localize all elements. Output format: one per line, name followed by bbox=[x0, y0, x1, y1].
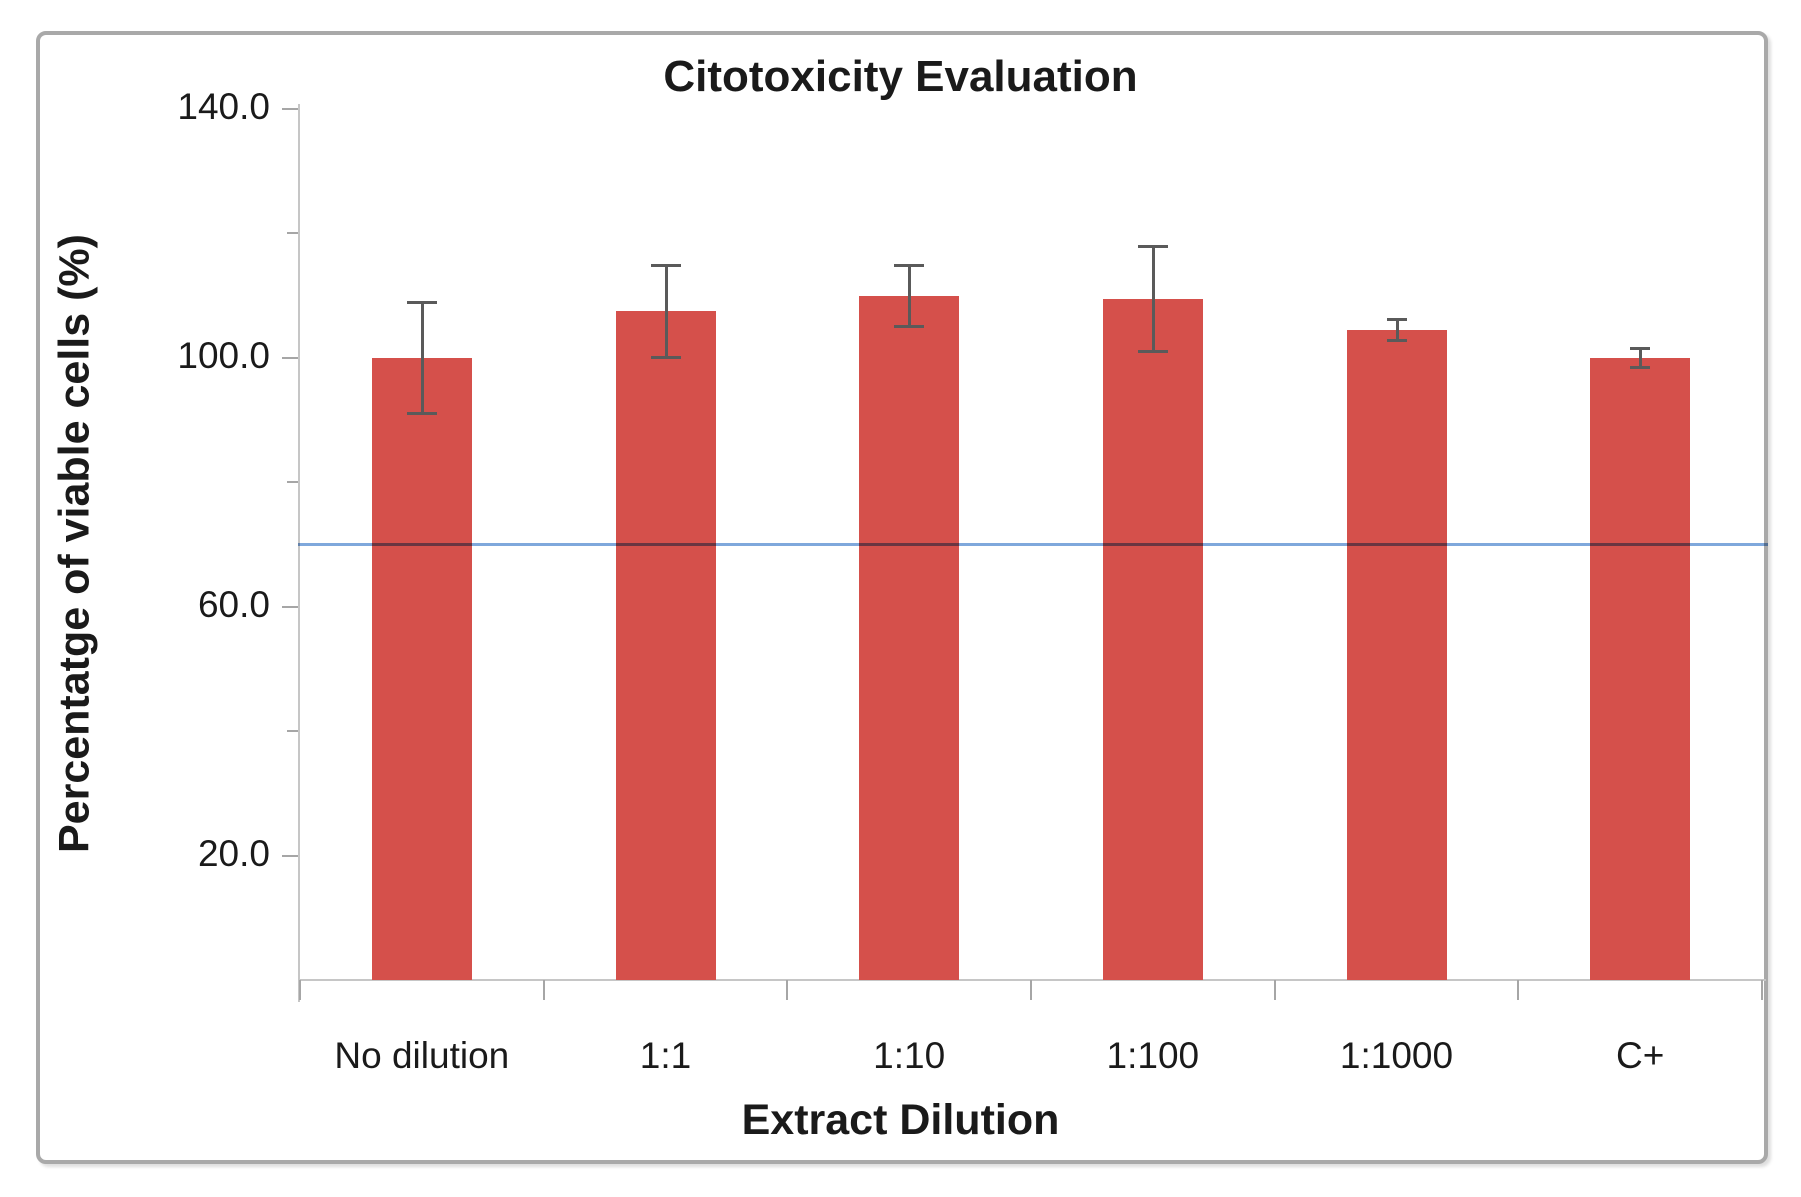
error-bar-cap-top bbox=[1386, 317, 1407, 321]
error-bar-cap-top bbox=[1630, 346, 1651, 350]
x-axis-tick bbox=[1030, 980, 1032, 1000]
x-axis-tick bbox=[1761, 980, 1763, 1000]
y-axis-minor-tick bbox=[287, 730, 298, 733]
x-axis-tick bbox=[786, 980, 789, 1000]
y-axis-tick bbox=[282, 854, 298, 857]
y-tick-label: 20.0 bbox=[197, 832, 270, 874]
x-axis-tick bbox=[1517, 980, 1520, 1000]
x-axis-tick bbox=[299, 980, 301, 1000]
error-bar-cap-bottom bbox=[1630, 365, 1651, 369]
bar bbox=[371, 357, 472, 980]
x-axis-tick bbox=[542, 980, 545, 1000]
x-tick-label: No dilution bbox=[334, 1035, 510, 1076]
error-bar-cap-top bbox=[1137, 244, 1168, 248]
error-bar-line bbox=[1395, 318, 1399, 342]
y-tick-label: 140.0 bbox=[177, 86, 270, 127]
error-bar-line bbox=[420, 301, 424, 414]
error-bar-cap-bottom bbox=[1386, 339, 1407, 343]
x-axis-line bbox=[298, 979, 1766, 981]
bar bbox=[859, 295, 960, 980]
y-tick-label: 60.0 bbox=[197, 583, 270, 625]
x-tick-label: 1:10 bbox=[873, 1035, 946, 1076]
error-bar-line bbox=[664, 264, 668, 358]
x-tick-label: 1:1 bbox=[639, 1035, 692, 1076]
bar bbox=[615, 311, 716, 980]
x-axis-title: Extract Dilution bbox=[741, 1096, 1060, 1144]
error-bar-cap-bottom bbox=[894, 324, 925, 328]
y-axis-line bbox=[298, 104, 300, 1002]
x-tick-label: 1:1000 bbox=[1339, 1035, 1454, 1076]
error-bar-cap-bottom bbox=[406, 411, 437, 415]
threshold-line bbox=[298, 542, 1768, 546]
error-bar-cap-top bbox=[406, 300, 437, 304]
x-axis-tick bbox=[1273, 980, 1276, 1000]
error-bar-line bbox=[908, 264, 912, 327]
bar bbox=[1102, 298, 1203, 980]
bar bbox=[1590, 357, 1691, 980]
x-tick-label: C+ bbox=[1615, 1035, 1665, 1076]
x-tick-label: 1:100 bbox=[1106, 1035, 1200, 1076]
y-tick-label: 100.0 bbox=[177, 334, 270, 376]
y-axis-minor-tick bbox=[287, 232, 298, 235]
y-axis-tick bbox=[282, 108, 298, 110]
y-axis-minor-tick bbox=[287, 481, 298, 484]
error-bar-cap-bottom bbox=[650, 355, 681, 359]
error-bar-cap-top bbox=[650, 263, 681, 267]
error-bar-cap-top bbox=[894, 263, 925, 267]
chart-title: Citotoxicity Evaluation bbox=[663, 52, 1138, 101]
y-axis-tick bbox=[282, 605, 298, 608]
bar bbox=[1346, 329, 1447, 980]
y-axis-tick bbox=[282, 356, 298, 359]
error-bar-cap-bottom bbox=[1137, 349, 1168, 353]
error-bar-line bbox=[1639, 347, 1643, 368]
error-bar-line bbox=[1151, 245, 1155, 352]
